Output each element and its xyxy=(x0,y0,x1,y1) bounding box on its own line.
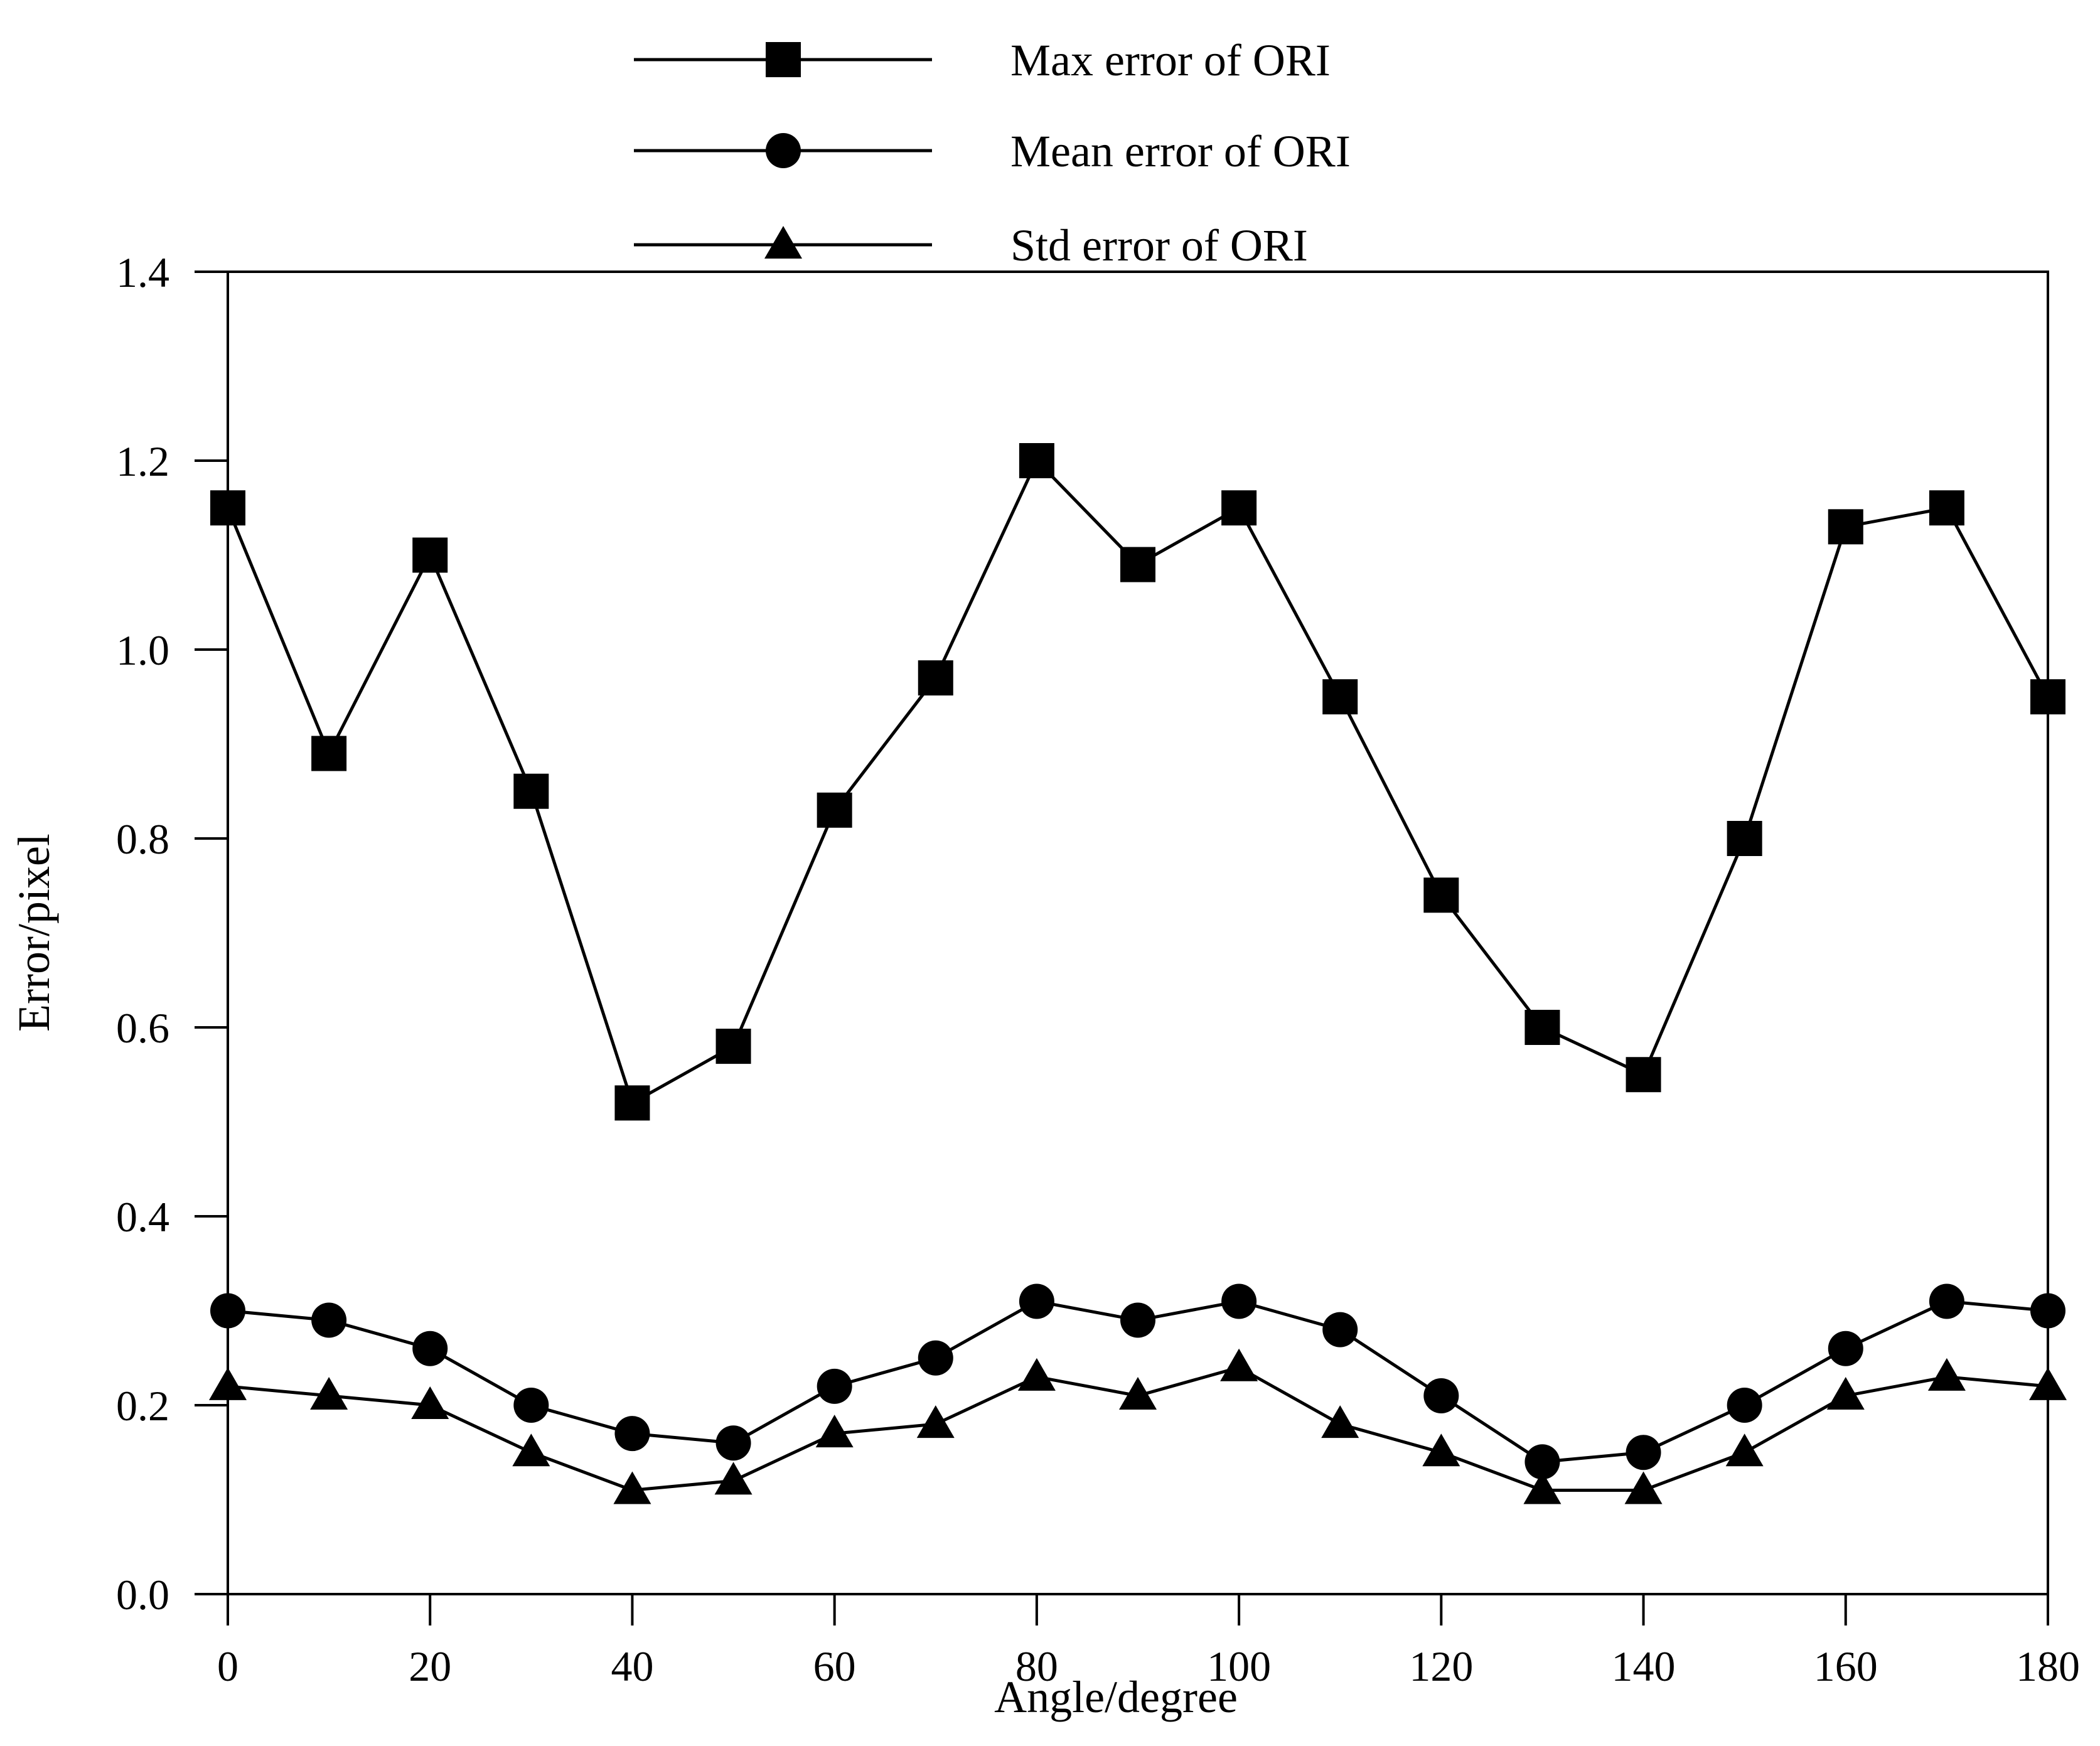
data-point-triangle xyxy=(613,1471,651,1504)
x-axis: 0 20 40 60 80 100 120 140 160 180 xyxy=(217,1594,2080,1690)
data-point-triangle xyxy=(1422,1433,1460,1467)
series-triangle xyxy=(209,1348,2067,1504)
data-point-square xyxy=(1221,490,1257,526)
series-square xyxy=(210,443,2065,1121)
data-point-triangle xyxy=(1017,1358,1056,1391)
data-point-square xyxy=(1929,490,1964,526)
data-point-circle xyxy=(817,1368,852,1404)
x-tick-label: 80 xyxy=(1015,1642,1058,1690)
data-point-triangle xyxy=(1119,1376,1157,1410)
data-point-square xyxy=(614,1085,650,1121)
legend-marker-circle xyxy=(766,133,801,168)
data-point-triangle xyxy=(916,1405,955,1438)
y-tick-label: 1.4 xyxy=(116,249,169,296)
data-point-triangle xyxy=(411,1386,449,1419)
data-point-square xyxy=(918,660,953,696)
x-tick-label: 40 xyxy=(611,1642,653,1690)
data-point-triangle xyxy=(1927,1358,1966,1391)
data-point-circle xyxy=(1524,1444,1560,1480)
legend-label: Mean error of ORI xyxy=(1010,126,1351,176)
legend-label: Std error of ORI xyxy=(1010,220,1308,270)
data-point-circle xyxy=(1120,1302,1155,1338)
y-tick-label: 0.8 xyxy=(116,815,169,863)
data-point-circle xyxy=(715,1425,751,1461)
data-point-square xyxy=(1019,443,1054,478)
legend-entry: Mean error of ORI xyxy=(634,126,1351,176)
data-point-circle xyxy=(210,1293,245,1329)
data-point-circle xyxy=(1423,1378,1459,1413)
data-point-triangle xyxy=(1624,1471,1663,1504)
data-point-circle xyxy=(412,1331,448,1366)
y-tick-label: 0.0 xyxy=(116,1571,169,1619)
x-tick-label: 180 xyxy=(2016,1642,2080,1690)
data-point-triangle xyxy=(512,1433,550,1467)
x-tick-label: 0 xyxy=(217,1642,238,1690)
data-point-square xyxy=(412,537,448,573)
series-layer xyxy=(209,443,2067,1504)
legend-label: Max error of ORI xyxy=(1010,35,1331,85)
plot-area-frame xyxy=(227,270,2049,1595)
data-point-circle xyxy=(614,1416,650,1452)
y-tick-label: 0.6 xyxy=(116,1004,169,1052)
y-tick-label: 1.2 xyxy=(116,437,169,485)
data-point-triangle xyxy=(2029,1367,2067,1400)
y-tick-label: 0.4 xyxy=(116,1193,169,1241)
series-circle xyxy=(210,1283,2065,1480)
data-point-square xyxy=(715,1029,751,1064)
data-point-triangle xyxy=(1725,1433,1764,1467)
legend-entry: Max error of ORI xyxy=(634,35,1331,85)
data-point-square xyxy=(1423,877,1459,913)
data-point-square xyxy=(1120,547,1155,582)
x-axis-label: Angle/degree xyxy=(994,1672,1238,1722)
x-tick-label: 160 xyxy=(1814,1642,1878,1690)
legend-marker-triangle xyxy=(764,226,802,259)
data-point-square xyxy=(513,773,549,809)
y-tick-label: 0.2 xyxy=(116,1382,169,1430)
data-point-circle xyxy=(918,1340,953,1376)
data-point-circle xyxy=(2030,1293,2065,1329)
data-point-circle xyxy=(513,1388,549,1423)
data-point-triangle xyxy=(1523,1471,1562,1504)
x-tick-label: 20 xyxy=(409,1642,451,1690)
data-point-circle xyxy=(1727,1388,1762,1423)
data-point-circle xyxy=(1626,1435,1661,1470)
x-tick-label: 60 xyxy=(813,1642,856,1690)
data-point-triangle xyxy=(1220,1348,1258,1381)
data-point-triangle xyxy=(1826,1376,1865,1410)
data-point-square xyxy=(1322,679,1358,715)
data-point-circle xyxy=(311,1302,347,1338)
data-point-circle xyxy=(1929,1283,1964,1319)
data-point-square xyxy=(311,736,347,771)
data-point-square xyxy=(817,792,852,828)
legend-marker-square xyxy=(766,42,801,77)
x-tick-label: 100 xyxy=(1207,1642,1271,1690)
data-point-circle xyxy=(1322,1312,1358,1347)
data-point-square xyxy=(2030,679,2065,715)
x-tick-label: 140 xyxy=(1612,1642,1676,1690)
data-point-circle xyxy=(1221,1283,1257,1319)
data-point-triangle xyxy=(815,1415,854,1448)
data-point-circle xyxy=(1019,1283,1054,1319)
legend: Max error of ORI Mean error of ORI Std err… xyxy=(634,35,1351,270)
y-axis: 0.0 0.2 0.4 0.6 0.8 1.0 1.2 1.4 xyxy=(116,249,228,1619)
data-point-circle xyxy=(1828,1331,1863,1366)
data-point-square xyxy=(1524,1010,1560,1045)
data-point-triangle xyxy=(310,1376,348,1410)
data-point-square xyxy=(210,490,245,526)
legend-entry: Std error of ORI xyxy=(634,220,1308,270)
data-point-square xyxy=(1727,821,1762,856)
x-tick-label: 120 xyxy=(1409,1642,1473,1690)
data-point-triangle xyxy=(1321,1405,1359,1438)
y-tick-label: 1.0 xyxy=(116,626,169,674)
data-point-triangle xyxy=(714,1462,753,1495)
data-point-square xyxy=(1626,1057,1661,1093)
data-point-square xyxy=(1828,509,1863,545)
data-point-triangle xyxy=(209,1367,247,1400)
y-axis-label: Error/pixel xyxy=(9,833,59,1032)
